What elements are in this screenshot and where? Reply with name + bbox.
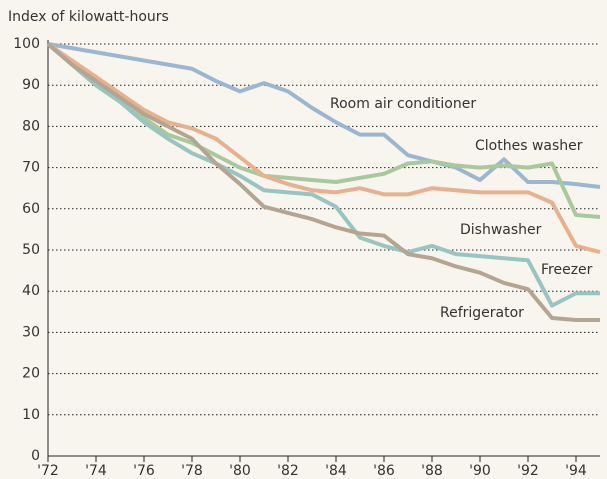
series-label: Room air conditioner — [330, 96, 476, 112]
y-tick-label: 10 — [22, 407, 40, 423]
x-tick-label: '76 — [133, 463, 155, 479]
y-tick-label: 40 — [22, 283, 40, 299]
y-tick-label: 50 — [22, 242, 40, 258]
y-tick-label: 80 — [22, 118, 40, 134]
x-tick-label: '78 — [181, 463, 203, 479]
y-tick-label: 70 — [22, 160, 40, 176]
series-label: Clothes washer — [475, 138, 583, 154]
series-line — [46, 42, 600, 323]
x-tick-label: '72 — [37, 463, 59, 479]
y-tick-label: 100 — [13, 36, 40, 52]
series-line — [46, 42, 600, 308]
y-tick-label: 0 — [31, 448, 40, 464]
x-tick-label: '84 — [325, 463, 347, 479]
series-line — [46, 42, 601, 254]
series-line — [47, 42, 601, 189]
series-label: Freezer — [541, 262, 593, 278]
y-axis-title: Index of kilowatt-hours — [8, 9, 169, 25]
x-tick-label: '80 — [229, 463, 251, 479]
x-tick-label: '88 — [421, 463, 443, 479]
x-tick-label: '92 — [517, 463, 539, 479]
y-tick-label: 30 — [22, 324, 40, 340]
y-tick-label: 20 — [22, 366, 40, 382]
y-tick-label: 90 — [22, 77, 40, 93]
x-tick-label: '82 — [277, 463, 299, 479]
series-label: Refrigerator — [440, 305, 524, 321]
series-label: Dishwasher — [460, 222, 542, 238]
series-line — [46, 42, 601, 220]
x-tick-label: '74 — [85, 463, 107, 479]
y-tick-label: 60 — [22, 201, 40, 217]
x-tick-label: '86 — [373, 463, 395, 479]
x-tick-label: '94 — [565, 463, 587, 479]
x-tick-label: '90 — [469, 463, 491, 479]
